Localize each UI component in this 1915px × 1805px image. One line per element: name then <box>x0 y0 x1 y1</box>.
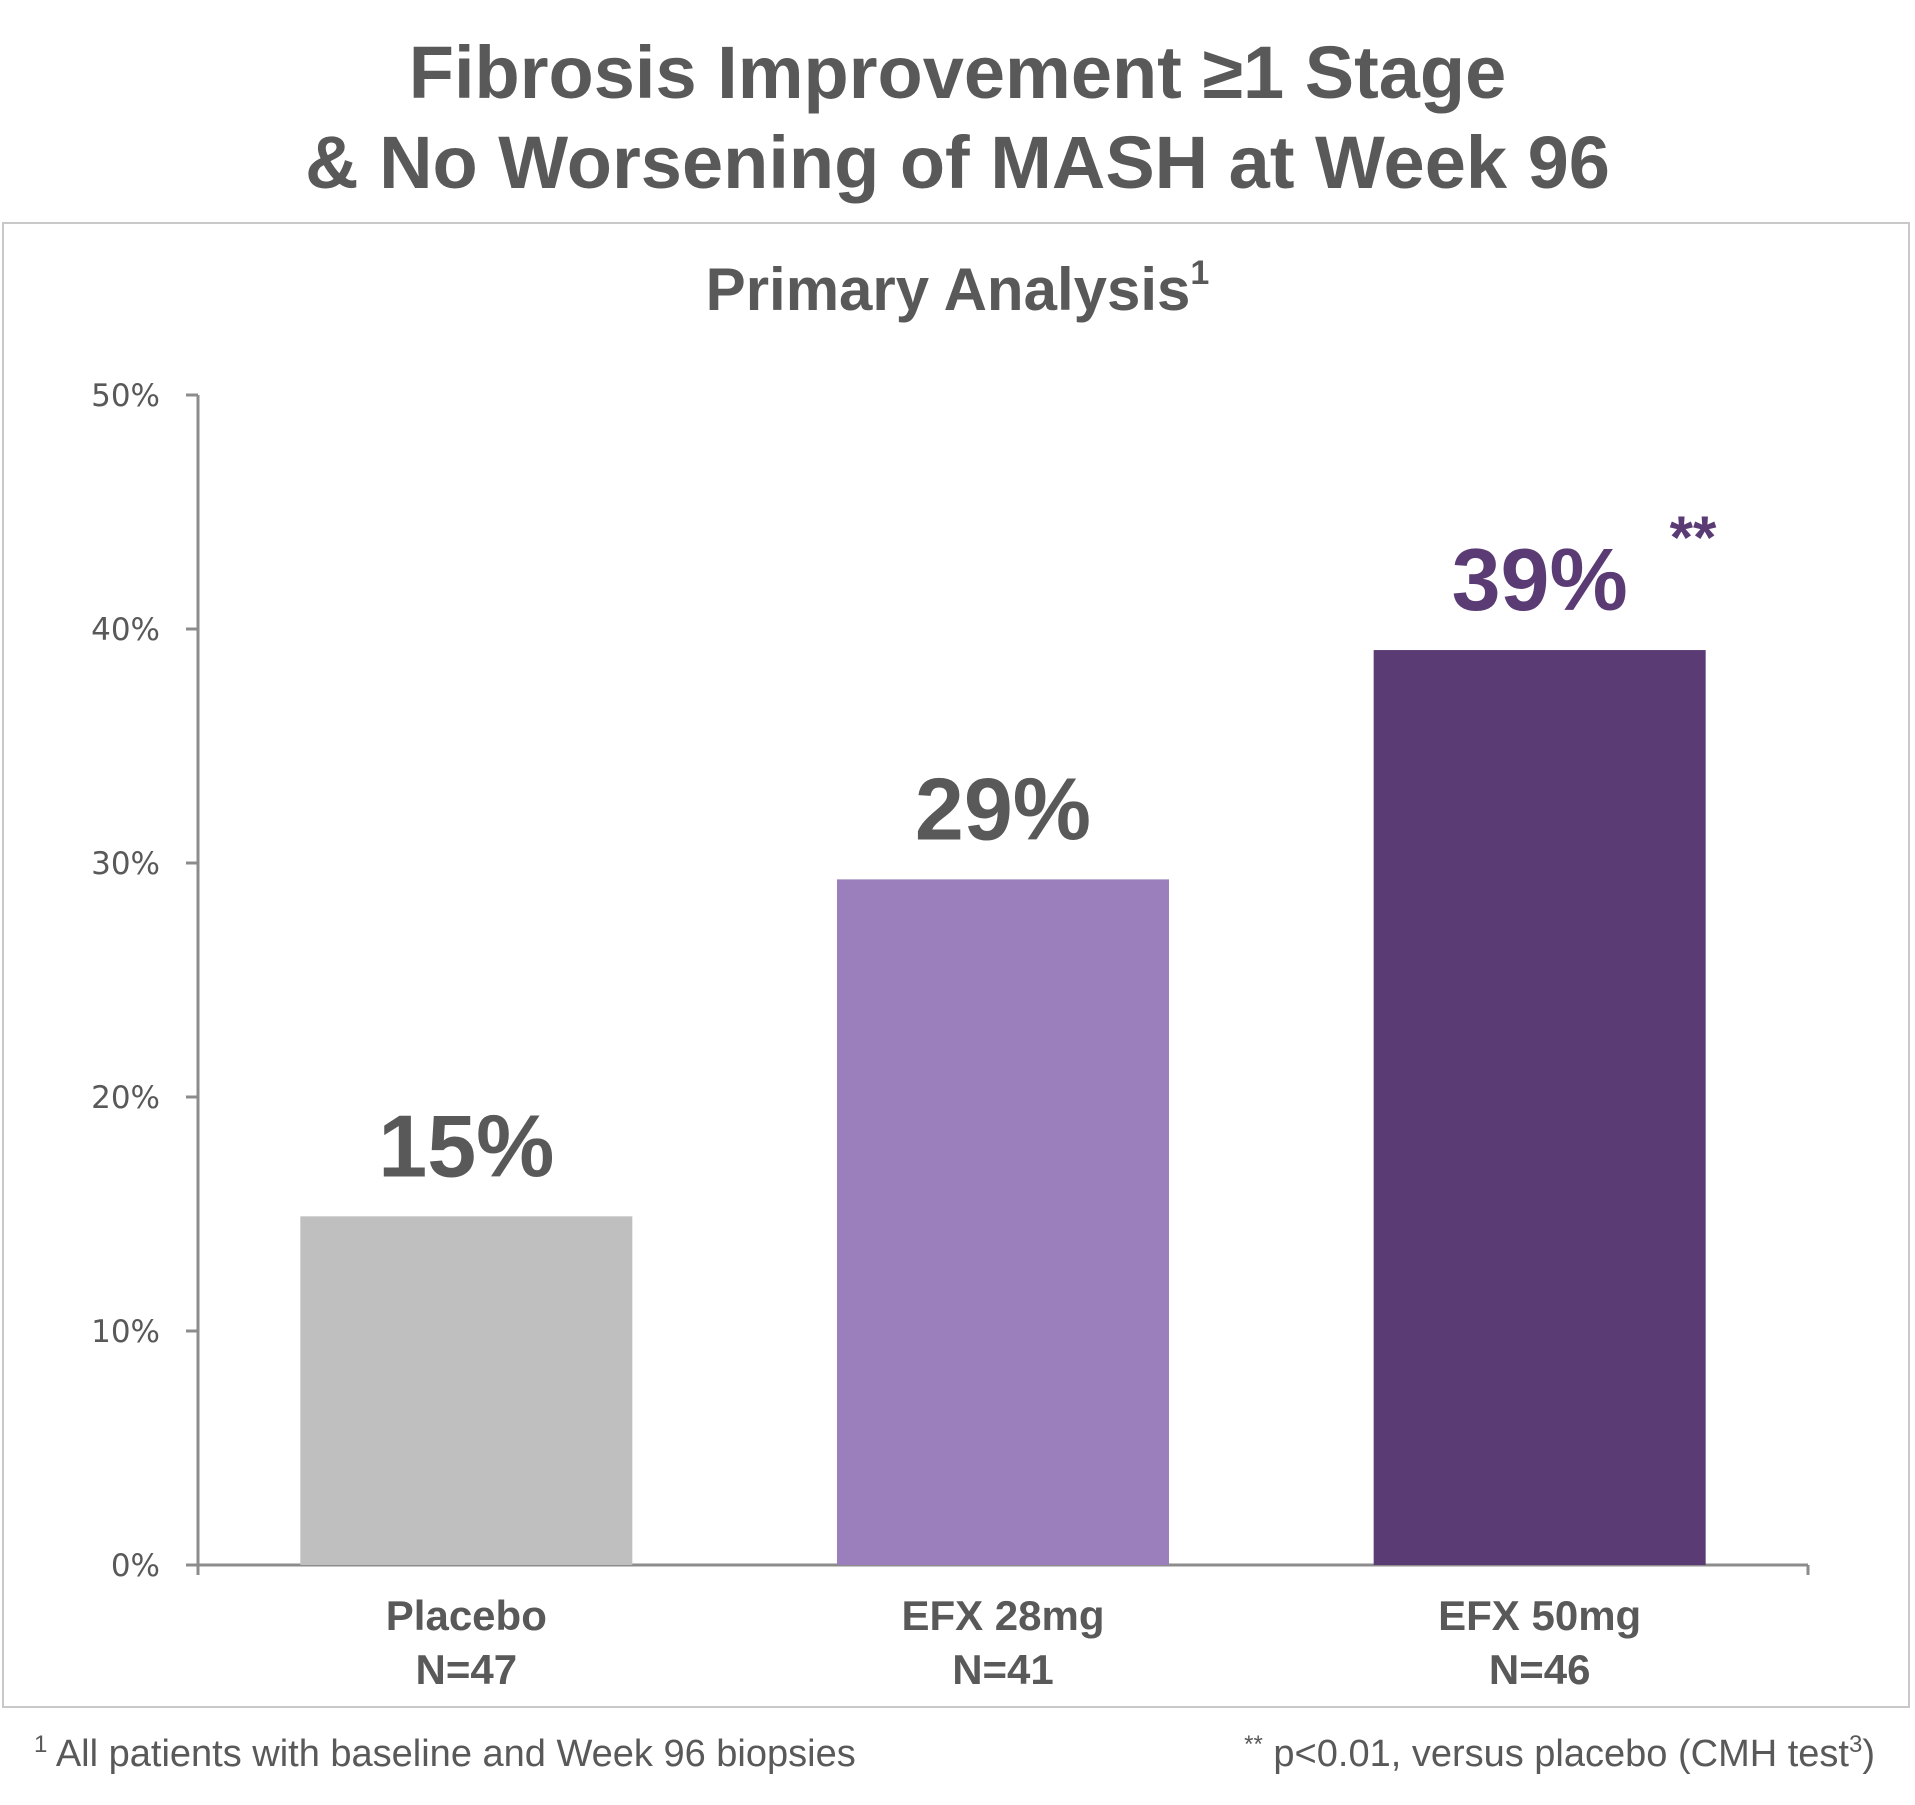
significance-stars-2: ** <box>1670 504 1717 571</box>
category-n-label-0: N=47 <box>416 1646 518 1693</box>
title-line-2: & No Worsening of MASH at Week 96 <box>305 121 1610 204</box>
title-line-1: Fibrosis Improvement ≥1 Stage <box>408 31 1507 114</box>
y-tick-label: 40% <box>91 612 160 648</box>
category-label-2: EFX 50mg <box>1438 1592 1641 1639</box>
category-n-label-1: N=41 <box>952 1646 1054 1693</box>
footnote-right-close: ) <box>1862 1733 1875 1775</box>
bar-value-label-1: 29% <box>915 759 1091 858</box>
category-n-label-2: N=46 <box>1489 1646 1591 1693</box>
subtitle-text: Primary Analysis <box>705 256 1191 323</box>
y-tick-label: 20% <box>91 1080 160 1116</box>
footnote-left-text: All patients with baseline and Week 96 b… <box>55 1733 856 1775</box>
category-label-1: EFX 28mg <box>901 1592 1104 1639</box>
bar-value-label-2: 39% <box>1452 530 1628 629</box>
bar-0 <box>300 1216 633 1565</box>
subtitle-footnote-marker: 1 <box>1190 254 1210 292</box>
footnote-right-stars: ** <box>1244 1731 1263 1758</box>
y-tick-label: 0% <box>111 1548 160 1584</box>
y-tick-label: 10% <box>91 1314 160 1350</box>
chart-title: Fibrosis Improvement ≥1 Stage & No Worse… <box>0 28 1915 208</box>
footnote-left-marker: 1 <box>34 1731 48 1758</box>
bar-2 <box>1373 650 1706 1565</box>
category-label-0: Placebo <box>386 1592 547 1639</box>
footnote-left: 1 All patients with baseline and Week 96… <box>34 1731 856 1777</box>
y-tick-label: 50% <box>91 378 160 414</box>
bar-value-label-0: 15% <box>378 1096 554 1195</box>
footnote-right: ** p<0.01, versus placebo (CMH test3) <box>1244 1731 1875 1777</box>
footnote-right-text: p<0.01, versus placebo (CMH test <box>1273 1733 1849 1775</box>
footnote-right-marker: 3 <box>1848 1731 1863 1758</box>
bar-1 <box>837 879 1169 1565</box>
y-tick-label: 30% <box>91 846 160 882</box>
chart-subtitle: Primary Analysis1 <box>0 255 1915 325</box>
chart-frame <box>2 222 1910 1708</box>
